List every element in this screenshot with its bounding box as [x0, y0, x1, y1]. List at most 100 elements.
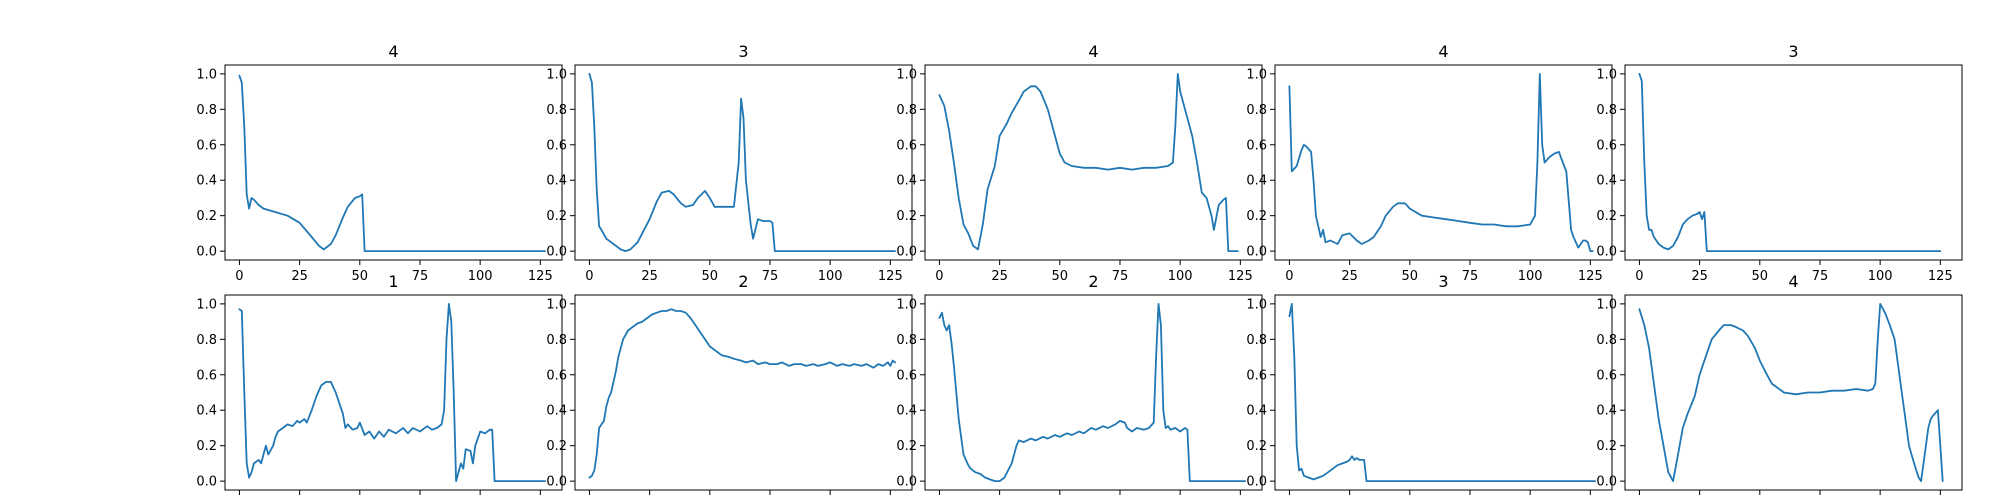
x-tick-label: 100: [1168, 269, 1193, 284]
y-tick-label: 0.6: [1246, 138, 1267, 153]
y-tick-label: 0.4: [896, 174, 917, 189]
y-tick-label: 0.8: [1246, 103, 1267, 118]
x-tick-label: 100: [468, 269, 493, 284]
axes-frame: [924, 294, 1263, 491]
y-tick-label: 0.4: [196, 174, 217, 189]
x-tick-label: 100: [1518, 269, 1543, 284]
y-tick-label: 0.2: [546, 439, 567, 454]
y-tick-label: 0.2: [1596, 439, 1617, 454]
y-tick-label: 0.2: [546, 209, 567, 224]
subplot-title: 3: [738, 42, 748, 61]
y-tick-label: 0.4: [546, 174, 567, 189]
x-tick-label: 75: [1812, 269, 1829, 284]
subplot-title: 3: [1788, 42, 1798, 61]
x-tick-label: 50: [1752, 269, 1769, 284]
y-tick-label: 1.0: [896, 67, 917, 82]
y-tick-label: 0.8: [196, 333, 217, 348]
y-tick-label: 0.0: [546, 245, 567, 260]
series-line: [238, 302, 546, 483]
subplot-title: 1: [388, 272, 398, 291]
subplot-4: 0 25 50 75 100 125 0.0 0.2 0.4 0.6 0.8 1.0 4: [1246, 42, 1613, 284]
series-line: [1288, 302, 1597, 483]
axes-frame: [924, 64, 1263, 261]
y-tick-label: 1.0: [546, 297, 567, 312]
subplot-title: 2: [738, 272, 748, 291]
subplot-title: 2: [1088, 272, 1098, 291]
subplot-3: 0 25 50 75 100 125 0.0 0.2 0.4 0.6 0.8 1.0 4: [896, 42, 1263, 284]
y-tick-label: 0.8: [896, 103, 917, 118]
subplot-title: 4: [1088, 42, 1098, 61]
axes-frame: [1274, 294, 1613, 491]
subplot-title: 4: [388, 42, 398, 61]
y-tick-label: 0.8: [546, 333, 567, 348]
subplot-9: 0 25 50 75 100 125 0.0 0.2 0.4 0.6 0.8 1.0 3: [1246, 272, 1613, 500]
y-tick-label: 0.6: [1596, 138, 1617, 153]
y-tick-label: 0.2: [896, 209, 917, 224]
y-tick-label: 0.2: [1246, 439, 1267, 454]
axes-frame: [574, 64, 913, 261]
y-tick-label: 0.8: [896, 333, 917, 348]
y-tick-label: 0.6: [896, 138, 917, 153]
y-tick-label: 0.4: [546, 404, 567, 419]
y-tick-label: 0.0: [1246, 245, 1267, 260]
y-tick-label: 0.0: [196, 245, 217, 260]
x-tick-label: 100: [818, 269, 843, 284]
subplot-7: 0 25 50 75 100 125 0.0 0.2 0.4 0.6 0.8 1.0 2: [546, 272, 913, 500]
y-tick-label: 0.4: [1246, 174, 1267, 189]
x-tick-label: 25: [641, 269, 658, 284]
subplot-5: 0 25 50 75 100 125 0.0 0.2 0.4 0.6 0.8 1.0 3: [1596, 42, 1963, 284]
y-tick-label: 0.4: [1596, 404, 1617, 419]
y-tick-label: 1.0: [196, 67, 217, 82]
x-tick-label: 100: [1868, 269, 1893, 284]
y-tick-label: 0.0: [896, 245, 917, 260]
subplot-6: 0 25 50 75 100 125 0.0 0.2 0.4 0.6 0.8 1.0 1: [196, 272, 563, 500]
x-tick-label: 75: [1112, 269, 1129, 284]
subplot-title: 4: [1788, 272, 1798, 291]
axes-frame: [1624, 64, 1963, 261]
subplot-title: 3: [1438, 272, 1448, 291]
y-tick-label: 0.4: [1246, 404, 1267, 419]
x-tick-label: 25: [991, 269, 1008, 284]
y-tick-label: 0.8: [196, 103, 217, 118]
y-tick-label: 0.0: [896, 475, 917, 490]
y-tick-label: 0.8: [1596, 333, 1617, 348]
y-tick-label: 0.0: [196, 475, 217, 490]
y-tick-label: 1.0: [1596, 67, 1617, 82]
series-line: [938, 302, 1247, 483]
series-line: [588, 308, 896, 479]
y-tick-label: 0.0: [546, 475, 567, 490]
series-line: [1638, 73, 1942, 253]
y-tick-label: 0.8: [546, 103, 567, 118]
x-tick-label: 25: [291, 269, 308, 284]
x-tick-label: 125: [1928, 269, 1953, 284]
x-tick-label: 25: [1341, 269, 1358, 284]
axes-frame: [224, 294, 563, 491]
y-tick-label: 0.4: [196, 404, 217, 419]
x-tick-label: 125: [1228, 269, 1253, 284]
y-tick-label: 1.0: [196, 297, 217, 312]
axes-frame: [1274, 64, 1613, 261]
series-line: [588, 73, 896, 253]
y-tick-label: 1.0: [546, 67, 567, 82]
series-line: [238, 74, 546, 253]
y-tick-label: 0.6: [1246, 368, 1267, 383]
y-tick-label: 0.6: [546, 138, 567, 153]
x-tick-label: 75: [412, 269, 429, 284]
y-tick-label: 0.4: [896, 404, 917, 419]
y-tick-label: 0.0: [1246, 475, 1267, 490]
y-tick-label: 1.0: [896, 297, 917, 312]
x-tick-label: 125: [528, 269, 553, 284]
series-line: [1638, 302, 1944, 483]
x-tick-label: 0: [235, 269, 243, 284]
subplot-8: 0 25 50 75 100 125 0.0 0.2 0.4 0.6 0.8 1.0 2: [896, 272, 1263, 500]
x-tick-label: 50: [352, 269, 369, 284]
y-tick-label: 0.6: [196, 138, 217, 153]
x-tick-label: 75: [1462, 269, 1479, 284]
y-tick-label: 1.0: [1246, 297, 1267, 312]
series-line: [1288, 73, 1594, 253]
x-tick-label: 125: [878, 269, 903, 284]
x-tick-label: 75: [762, 269, 779, 284]
axes-frame: [1624, 294, 1963, 491]
x-tick-label: 0: [585, 269, 593, 284]
